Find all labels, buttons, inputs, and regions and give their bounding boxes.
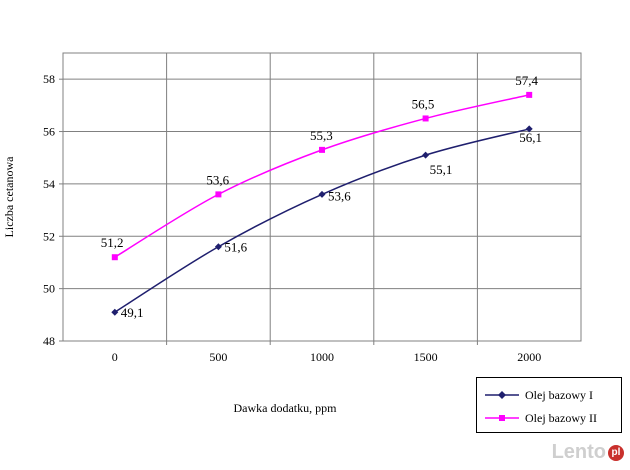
data-label-series-2: 55,3 [310,128,333,143]
watermark-badge: pl [608,444,624,461]
legend-label-series-2: Olej bazowy II [525,410,597,425]
data-label-series-2: 57,4 [515,73,538,88]
watermark-text: Lento [551,441,606,463]
x-tick-label: 500 [209,350,227,364]
x-tick-label: 1000 [310,350,334,364]
data-label-series-1: 49,1 [121,305,144,320]
y-tick-label: 50 [43,282,55,296]
data-point-series-2 [111,254,118,261]
series-line-1 [114,128,530,313]
legend-marker-diamond-icon [485,391,519,399]
series-line-2 [114,94,530,258]
x-tick-label: 2000 [517,350,541,364]
y-tick-label: 48 [43,334,55,348]
data-label-series-1: 56,1 [519,130,542,145]
data-point-series-1 [214,243,222,251]
data-point-series-2 [215,191,222,198]
y-tick-label: 56 [43,125,55,139]
data-point-series-1 [111,308,119,316]
data-label-series-1: 53,6 [328,188,351,203]
data-point-series-2 [526,91,533,98]
data-label-series-2: 56,5 [412,96,435,111]
legend-label-series-1: Olej bazowy I [525,387,593,402]
data-label-series-2: 53,6 [206,172,229,187]
data-label-series-2: 51,2 [101,235,124,250]
legend-item-series-1: Olej bazowy I [485,385,593,405]
legend-marker-square-icon [485,415,519,421]
data-label-series-1: 51,6 [224,240,247,255]
data-point-series-2 [319,146,325,153]
data-point-series-1 [525,125,533,133]
data-point-series-2 [422,115,429,122]
watermark-logo: Lento pl [552,441,624,464]
y-axis-title: Liczba cetanowa [2,156,16,238]
legend: Olej bazowy I Olej bazowy II [476,377,622,433]
x-tick-label: 0 [112,350,118,364]
data-label-series-1: 55,1 [430,162,453,177]
x-axis-title: Dawka dodatku, ppm [234,401,338,415]
plot-area [62,52,582,342]
series-layer: 49,1 51,6 53,6 55,1 56,1 51,2 53,6 55,3 56,5 57,4 [101,73,542,320]
x-tick-label: 1500 [414,350,438,364]
y-tick-label: 58 [43,72,55,86]
axis-ticks: 48 50 52 54 56 58 0 500 1000 1500 2000 [43,72,541,364]
y-tick-label: 54 [43,177,55,191]
y-tick-label: 52 [43,229,55,243]
legend-item-series-2: Olej bazowy II [485,408,597,428]
data-point-series-1 [318,190,326,198]
data-point-series-1 [422,151,430,159]
